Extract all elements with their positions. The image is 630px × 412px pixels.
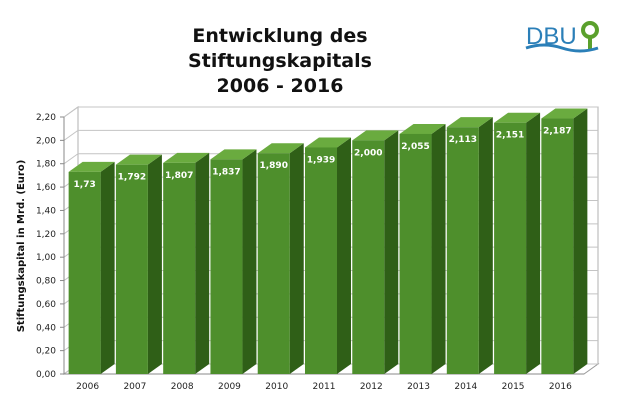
data-label: 1,807 xyxy=(165,171,193,181)
data-label: 2,113 xyxy=(449,135,477,145)
bar-side xyxy=(384,130,399,374)
y-tick-label: 2,00 xyxy=(36,136,56,146)
x-tick-label: 2011 xyxy=(313,382,336,392)
bar-2006 xyxy=(68,161,115,374)
y-tick-label: 1,20 xyxy=(36,230,56,240)
bar xyxy=(68,171,101,374)
y-axis-label: Stiftungskapital in Mrd. (Euro) xyxy=(16,160,27,333)
bar xyxy=(494,122,527,374)
bar-top xyxy=(210,149,257,160)
bar xyxy=(399,133,432,374)
y-tick-label: 0,20 xyxy=(36,347,56,357)
bar-2014 xyxy=(446,117,493,375)
y-tick-label: 0,60 xyxy=(36,300,56,310)
bar-top xyxy=(494,112,541,123)
bar-2016 xyxy=(541,108,588,374)
chart-title: Entwicklung des Stiftungskapitals xyxy=(188,25,372,72)
data-label: 1,73 xyxy=(74,180,96,190)
chart-title-block: Entwicklung des Stiftungskapitals 2006 -… xyxy=(100,24,460,99)
y-tick-label: 1,00 xyxy=(36,253,56,263)
dbu-logo-graphic: DBU xyxy=(525,21,599,53)
bar-side xyxy=(100,161,115,374)
dbu-logo: DBU xyxy=(524,16,604,56)
y-tick-label: 1,60 xyxy=(36,183,56,193)
x-tick-label: 2012 xyxy=(360,382,383,392)
y-tick-label: 1,40 xyxy=(36,206,56,216)
x-tick-label: 2016 xyxy=(549,382,572,392)
x-tick-label: 2010 xyxy=(265,382,288,392)
data-label: 2,187 xyxy=(543,127,571,137)
x-tick-label: 2014 xyxy=(454,382,477,392)
data-label: 1,939 xyxy=(307,155,335,165)
bar-side xyxy=(573,108,588,374)
x-tick-label: 2009 xyxy=(218,382,241,392)
gridline xyxy=(63,106,598,118)
bar-2008 xyxy=(163,152,210,374)
bar-2013 xyxy=(399,123,446,375)
data-labels: 1,73 1,792 1,807 1,837 1,890 1,939 2,000 2,055 2… xyxy=(74,127,572,190)
bar-side xyxy=(195,152,210,374)
bar-side xyxy=(337,137,351,374)
bar xyxy=(257,153,290,374)
data-label: 2,000 xyxy=(354,148,382,158)
y-tick-label: 1,80 xyxy=(36,160,56,170)
data-label: 2,055 xyxy=(401,142,429,152)
y-tick-label: 0,80 xyxy=(36,277,56,287)
bar-top xyxy=(68,161,115,172)
bar-top xyxy=(541,108,588,119)
bar xyxy=(352,140,385,374)
bar-side xyxy=(478,117,493,375)
data-label: 1,792 xyxy=(118,173,146,183)
bar-side xyxy=(526,112,541,374)
bar-top xyxy=(305,137,351,148)
y-tick-labels: 0,00 0,20 0,40 0,60 0,80 1,00 1,20 1,40 1,60 1,80… xyxy=(36,113,56,380)
x-tick-label: 2013 xyxy=(407,382,430,392)
bar-2007 xyxy=(115,154,162,374)
x-tick-label: 2015 xyxy=(502,382,525,392)
bar-side xyxy=(431,123,446,375)
bar xyxy=(541,118,574,374)
bar xyxy=(210,159,243,374)
bar-side xyxy=(289,143,304,374)
bar-top xyxy=(352,130,399,141)
data-label: 1,837 xyxy=(212,167,240,177)
bar-top xyxy=(399,123,446,134)
y-tick-label: 0,40 xyxy=(36,323,56,333)
bar-2015 xyxy=(494,112,541,374)
bar xyxy=(305,147,337,374)
bar-top xyxy=(446,117,493,128)
y-tick-label: 2,20 xyxy=(36,113,56,123)
bar-top xyxy=(257,143,304,154)
bar-top xyxy=(115,154,162,165)
x-tick-label: 2006 xyxy=(76,382,99,392)
bar-2009 xyxy=(210,149,257,374)
x-tick-label: 2007 xyxy=(123,382,146,392)
data-label: 1,890 xyxy=(259,161,287,171)
bar-side xyxy=(242,149,257,374)
bar-top xyxy=(163,152,210,163)
bars-layer xyxy=(68,108,588,375)
bar xyxy=(163,162,196,374)
bar-2010 xyxy=(257,143,304,374)
bar-side xyxy=(147,154,162,374)
x-tick-label: 2008 xyxy=(171,382,194,392)
data-label: 2,151 xyxy=(496,131,524,141)
bar xyxy=(446,127,479,375)
bar-2012 xyxy=(352,130,399,374)
bar xyxy=(115,164,148,374)
bar-2011 xyxy=(305,137,351,374)
x-tick-labels: 2006 2007 2008 2009 2010 2011 2012 2013 2014 2015… xyxy=(76,382,572,392)
y-tick-label: 0,00 xyxy=(36,370,56,380)
chart-subtitle: 2006 - 2016 xyxy=(216,75,344,97)
wave-icon xyxy=(525,43,599,53)
